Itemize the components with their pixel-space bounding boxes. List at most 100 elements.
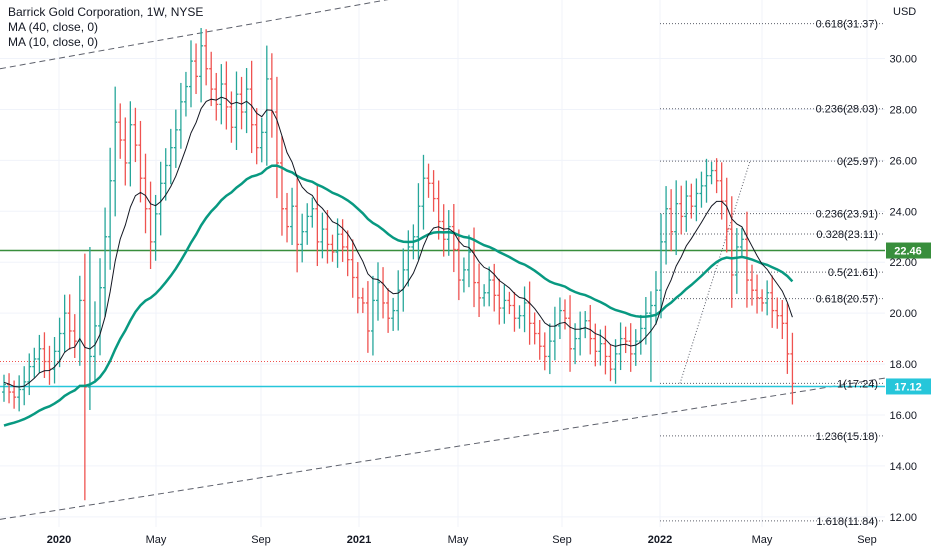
ohlc-bar (138, 120, 143, 203)
ohlc-bar (401, 248, 406, 312)
ohlc-bar (128, 101, 133, 187)
ohlc-bar (52, 337, 57, 384)
ohlc-bar (158, 161, 163, 236)
ohlc-bar (279, 136, 284, 236)
ohlc-bar (755, 274, 760, 314)
ohlc-bar (219, 64, 224, 125)
y-tick-label: 14.00 (889, 461, 917, 473)
ohlc-bar (72, 314, 77, 358)
ohlc-bar (305, 203, 310, 245)
ohlc-bar (689, 183, 694, 219)
ohlc-bar (739, 228, 744, 259)
ohlc-bar (234, 71, 239, 150)
ohlc-bar (290, 187, 295, 246)
ohlc-bar (264, 45, 269, 166)
ohlc-bar (214, 72, 219, 121)
fib-level-label: 1(17.24) (837, 378, 878, 390)
fibonacci-extension: 0.618(31.37) 0.236(28.03) 0(25.97) 0.236(23… (660, 19, 885, 528)
legend-title[interactable]: Barrick Gold Corporation, 1W, NYSE (8, 5, 204, 19)
ohlc-bar (744, 211, 749, 308)
ohlc-bar (780, 299, 785, 340)
fib-level-label: 0.236(23.91) (816, 209, 878, 221)
trend-channel (0, 0, 886, 520)
ohlc-bar (224, 61, 229, 130)
ohlc-bar (492, 263, 497, 312)
ohlc-bar (123, 117, 128, 186)
ma40-line (3, 164, 794, 427)
ohlc-bar (244, 68, 249, 134)
ohlc-bar (653, 271, 658, 325)
ohlc-bar (704, 158, 709, 203)
ohlc-bar (269, 53, 274, 138)
ohlc-bar (648, 291, 653, 382)
ohlc-bar (573, 323, 578, 365)
ohlc-bar (785, 303, 790, 374)
ohlc-bar (77, 275, 82, 366)
ohlc-bar (274, 76, 279, 199)
ohlc-bar (790, 332, 795, 405)
ohlc-bar (623, 326, 628, 354)
ohlc-bar (477, 263, 482, 318)
x-tick-label: Sep (552, 534, 572, 546)
currency-label: USD (893, 6, 916, 18)
ohlc-bar (249, 60, 254, 154)
ohlc-bar (148, 181, 153, 270)
ohlc-bar (552, 306, 557, 361)
x-tick-label: 2021 (347, 534, 371, 546)
ohlc-bar (431, 170, 436, 212)
ohlc-bar (360, 287, 365, 314)
ohlc-bar (188, 40, 193, 108)
ohlc-bar (628, 323, 633, 372)
ohlc-bar (259, 117, 264, 163)
ohlc-bar (542, 332, 547, 371)
x-tick-label: May (146, 534, 167, 546)
x-tick-label: 2022 (648, 534, 672, 546)
ohlc-bar (391, 297, 396, 331)
y-tick-label: 24.00 (889, 206, 917, 218)
ohlc-bar (27, 353, 32, 396)
ohlc-bar (335, 218, 340, 268)
fib-level-label: 0.618(31.37) (816, 19, 878, 31)
y-tick-label: 20.00 (889, 308, 917, 320)
trend-line-lower (0, 377, 886, 520)
y-tick-label: 22.00 (889, 257, 917, 269)
price-bars (2, 28, 795, 501)
ohlc-bar (204, 29, 209, 86)
ohlc-bar (765, 280, 770, 316)
ohlc-bar (98, 258, 103, 356)
ohlc-bar (507, 291, 512, 315)
ohlc-bar (699, 171, 704, 208)
grid-lines (0, 0, 885, 527)
ohlc-bar (62, 294, 67, 352)
time-axis[interactable]: 2020 May Sep 2021 May Sep 2022 May Sep (47, 534, 877, 546)
ohlc-bar (67, 294, 72, 350)
price-axis[interactable]: 12.00 14.00 16.00 18.00 20.00 22.00 24.00 26.00… (886, 54, 931, 524)
x-tick-label: May (752, 534, 773, 546)
ohlc-bar (168, 128, 173, 185)
ohlc-bar (37, 334, 42, 373)
ohlc-bar (381, 267, 386, 319)
ohlc-bar (87, 246, 92, 411)
ohlc-bar (178, 82, 183, 149)
ohlc-bar (194, 43, 199, 95)
fib-level-label: 0(25.97) (837, 156, 878, 168)
ohlc-bar (32, 347, 37, 378)
ohlc-bar (638, 314, 643, 355)
legend-ma40[interactable]: MA (40, close, 0) (8, 20, 99, 34)
ohlc-bar (239, 76, 244, 130)
ohlc-bar (82, 253, 87, 501)
ohlc-bar (770, 275, 775, 328)
ohlc-bar (466, 234, 471, 288)
ohlc-bar (482, 284, 487, 307)
ohlc-bar (426, 163, 431, 198)
ohlc-bar (229, 91, 234, 143)
legend-ma10[interactable]: MA (10, close, 0) (8, 35, 99, 49)
ohlc-bar (17, 375, 22, 412)
horizontal-levels (0, 249, 885, 388)
ohlc-bar (310, 197, 315, 228)
ma10-line (3, 96, 793, 388)
ohlc-bar (724, 177, 729, 253)
ohlc-bar (497, 278, 502, 325)
ohlc-bar (578, 311, 583, 356)
